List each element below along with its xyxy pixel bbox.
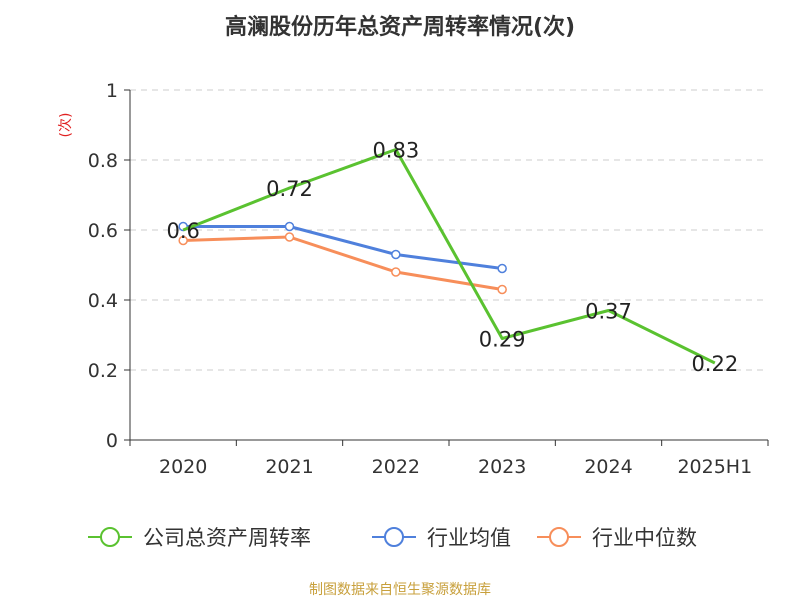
y-tick-label: 0: [106, 430, 118, 452]
x-tick-label: 2025H1: [677, 456, 752, 478]
data-label: 0.37: [585, 300, 632, 324]
series-point: [284, 221, 295, 232]
data-label: 0.6: [166, 219, 199, 243]
grid-lines: [130, 89, 768, 371]
x-tick-label: 2022: [372, 456, 420, 478]
series-point: [284, 232, 295, 242]
legend[interactable]: 公司总资产周转率 行业均值 行业中位数: [88, 526, 697, 550]
series-point: [497, 284, 507, 295]
legend-label: 公司总资产周转率: [143, 526, 311, 550]
x-tick-label: 2020: [159, 456, 207, 478]
series-point: [497, 263, 507, 274]
legend-item[interactable]: 行业中位数: [537, 526, 697, 550]
data-labels: 0.6 0.72 0.83 0.29 0.37 0.22: [166, 139, 738, 377]
y-tick-label: 0.4: [88, 290, 118, 312]
data-label: 0.29: [479, 328, 526, 352]
legend-marker: [100, 527, 120, 547]
y-tick-label: 0.2: [88, 360, 118, 382]
data-label: 0.72: [266, 177, 313, 201]
series-line: [182, 148, 716, 365]
x-axis: 2020 2021 2022 2023 2024 2025H1: [129, 439, 769, 478]
series-line: [183, 235, 503, 291]
legend-marker: [549, 527, 569, 547]
y-axis: 0 0.2 0.4 0.6 0.8 1: [88, 80, 131, 452]
x-tick-label: 2021: [265, 456, 313, 478]
source-note: 制图数据来自恒生聚源数据库: [309, 582, 491, 598]
legend-item[interactable]: 公司总资产周转率: [88, 526, 311, 550]
y-tick-label: 0.8: [88, 150, 118, 172]
series-lines: [178, 148, 716, 365]
legend-label: 行业中位数: [592, 526, 697, 550]
legend-marker: [384, 527, 404, 547]
chart-title: 高澜股份历年总资产周转率情况(次): [225, 14, 575, 40]
data-label: 0.22: [691, 352, 738, 376]
x-tick-label: 2023: [478, 456, 526, 478]
x-tick-label: 2024: [584, 456, 632, 478]
legend-item[interactable]: 行业均值: [372, 526, 511, 550]
y-tick-label: 1: [106, 80, 118, 102]
series-point: [391, 249, 401, 260]
data-label: 0.83: [372, 139, 419, 163]
series-point: [391, 267, 401, 277]
series-line: [183, 225, 503, 270]
series-point: [178, 235, 188, 246]
legend-label: 行业均值: [427, 526, 511, 550]
y-tick-label: 0.6: [88, 220, 118, 242]
y-axis-label: (次): [58, 113, 74, 138]
